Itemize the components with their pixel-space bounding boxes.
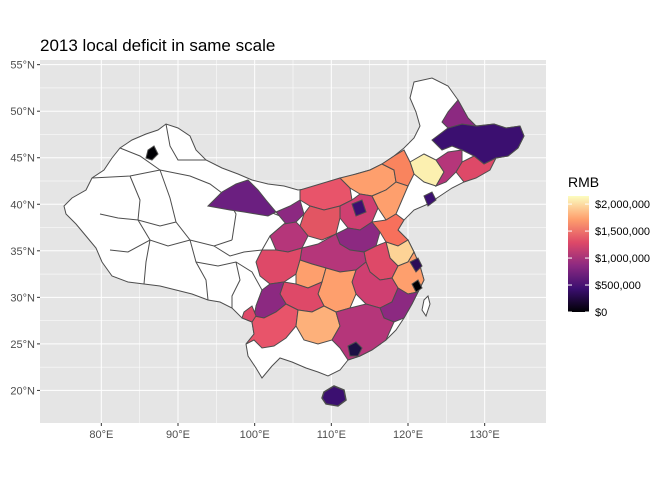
legend-label: $1,500,000 (595, 226, 650, 238)
region-shandong (371, 213, 409, 247)
region-pearl-delta (347, 341, 363, 357)
y-tick-label: 30°N (10, 292, 35, 304)
region-ningxia-spot (351, 199, 367, 217)
y-tick-label: 55°N (10, 60, 35, 72)
region-zhoushan-dark (411, 279, 423, 293)
x-tick-label: 90°E (166, 429, 190, 441)
region-yunnan-south (245, 303, 299, 349)
region-hainan (321, 385, 347, 407)
y-tick-label: 50°N (10, 106, 35, 118)
region-west-purple (206, 179, 277, 217)
legend-label: $500,000 (595, 280, 641, 292)
map-title: 2013 local deficit in same scale (40, 36, 276, 55)
x-tick-label: 110°E (317, 429, 346, 441)
region-tibet-strip (241, 305, 257, 323)
region-hebei-east (371, 181, 409, 221)
y-tick-label: 25°N (10, 339, 35, 351)
region-heilongjiang-north (441, 99, 478, 129)
region-dalian-spot (423, 191, 437, 207)
region-xinjiang-dark-spot (145, 145, 159, 161)
region-shanghai (409, 257, 423, 273)
china-map (63, 77, 525, 407)
x-tick-label: 100°E (240, 429, 270, 441)
x-axis: 80°E 90°E 100°E 110°E 120°E 130°E (89, 423, 500, 441)
legend-title: RMB (568, 174, 599, 190)
legend: RMB $2,000,000 $1,500,000 $1,000,000 $500,0… (568, 174, 650, 319)
y-tick-label: 35°N (10, 246, 35, 258)
colorbar (568, 196, 589, 312)
region-inner-mongolia-mid (381, 149, 415, 187)
y-tick-label: 20°N (10, 385, 35, 397)
y-tick-label: 40°N (10, 199, 35, 211)
region-liaoning (434, 149, 463, 187)
legend-label: $0 (595, 307, 607, 319)
x-tick-label: 80°E (89, 429, 113, 441)
y-tick-label: 45°N (10, 153, 35, 165)
legend-label: $1,000,000 (595, 253, 650, 265)
region-taiwan (421, 295, 431, 318)
legend-label: $2,000,000 (595, 199, 650, 211)
y-axis: 55°N 50°N 45°N 40°N 35°N 30°N 25°N 20°N (10, 60, 40, 397)
legend-ticks: $2,000,000 $1,500,000 $1,000,000 $500,000 $0 (568, 199, 650, 319)
x-tick-label: 130°E (470, 429, 500, 441)
x-tick-label: 120°E (393, 429, 423, 441)
